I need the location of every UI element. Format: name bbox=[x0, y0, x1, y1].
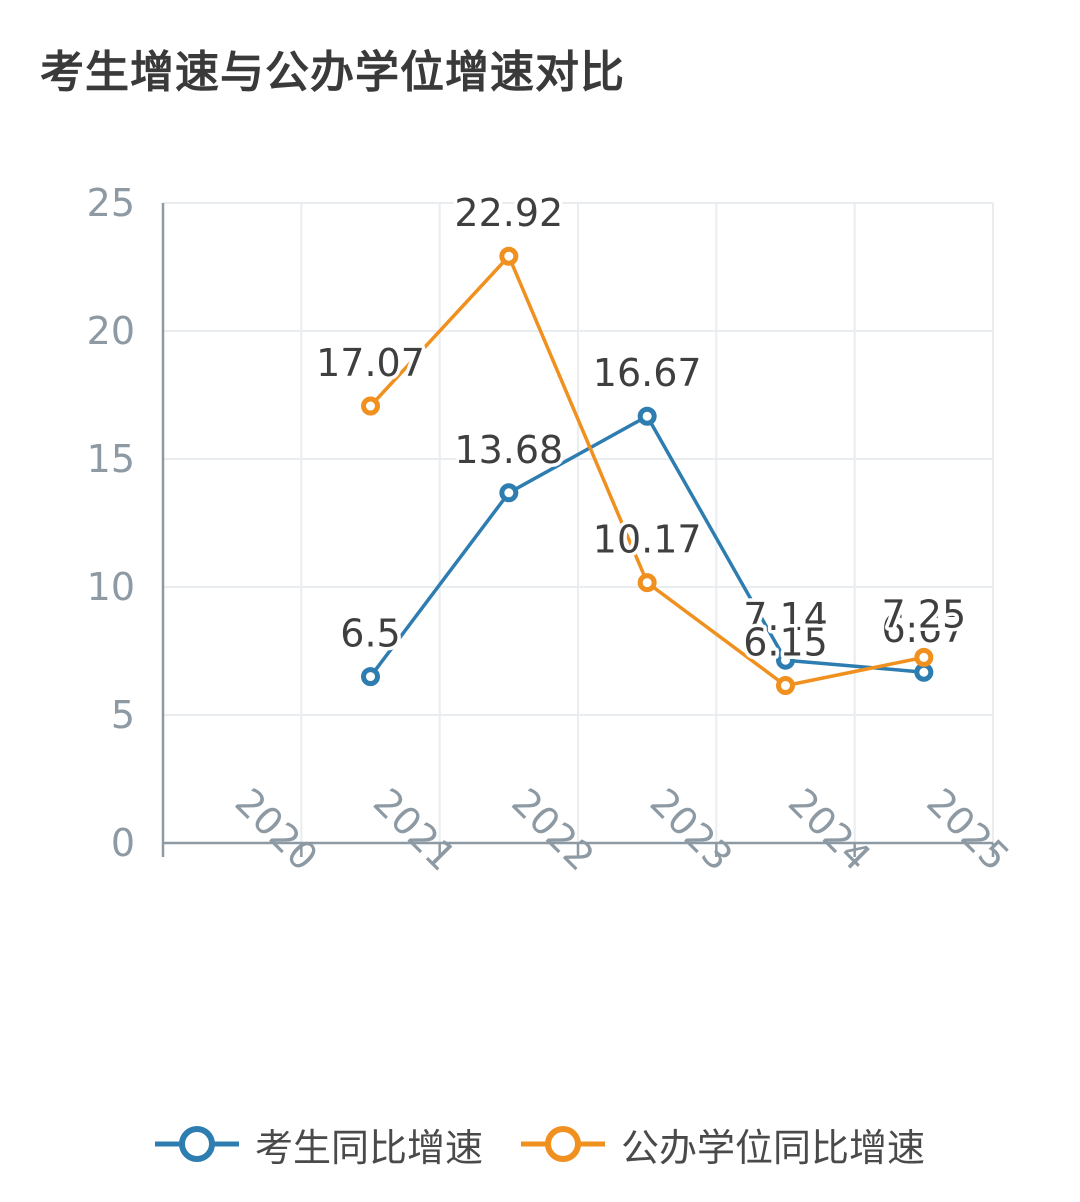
x-tick-label: 2023 bbox=[642, 780, 742, 880]
data-label: 13.68 bbox=[454, 428, 563, 472]
grid bbox=[163, 202, 994, 843]
legend-symbol-series-1 bbox=[521, 1126, 605, 1162]
data-label: 6.15 bbox=[743, 621, 828, 665]
data-point bbox=[914, 662, 934, 682]
y-tick-label: 5 bbox=[111, 693, 135, 737]
data-label: 16.67 bbox=[593, 351, 702, 395]
y-tick-label: 10 bbox=[87, 565, 135, 609]
legend: 考生同比增速 公办学位同比增速 bbox=[0, 1112, 1080, 1176]
data-point bbox=[637, 406, 657, 426]
y-tick-label: 15 bbox=[87, 437, 135, 481]
data-point bbox=[776, 676, 795, 696]
x-tick-label: 2024 bbox=[780, 780, 880, 880]
legend-marker bbox=[545, 1126, 581, 1162]
legend-label: 考生同比增速 bbox=[254, 1125, 483, 1170]
data-label: 6.5 bbox=[340, 612, 400, 656]
data-point bbox=[361, 667, 380, 687]
data-labels: 6.5 13.68 16.67 7.14 6.67 17.07 22.92 10.17 6.15… bbox=[313, 188, 970, 668]
y-tick-label: 20 bbox=[87, 309, 135, 353]
data-label: 22.92 bbox=[454, 191, 563, 235]
data-point bbox=[361, 396, 380, 416]
y-tick-label: 0 bbox=[111, 821, 135, 865]
data-label: 6.67 bbox=[882, 607, 967, 651]
x-tick-label: 2025 bbox=[918, 780, 1018, 880]
series bbox=[361, 246, 934, 696]
x-tick-label: 2020 bbox=[227, 780, 327, 880]
x-tick-label: 2022 bbox=[503, 780, 603, 880]
y-tick-label: 25 bbox=[87, 181, 135, 225]
data-label: 7.14 bbox=[743, 595, 828, 639]
chart-title: 考生增速与公办学位增速对比 bbox=[40, 47, 625, 98]
legend-marker bbox=[178, 1126, 215, 1162]
data-point bbox=[499, 246, 519, 266]
data-label: 10.17 bbox=[593, 518, 702, 562]
data-point bbox=[637, 573, 657, 593]
data-point bbox=[499, 483, 519, 503]
data-label: 7.25 bbox=[882, 592, 967, 636]
data-point bbox=[914, 647, 934, 667]
legend-item-series-1[interactable]: 公办学位同比增速 bbox=[521, 1117, 925, 1172]
data-point bbox=[776, 650, 795, 670]
data-label: 17.07 bbox=[316, 341, 425, 385]
legend-label: 公办学位同比增速 bbox=[621, 1125, 926, 1170]
legend-item-series-0[interactable]: 考生同比增速 bbox=[154, 1117, 483, 1172]
legend-symbol-series-0 bbox=[154, 1126, 239, 1162]
x-tick-label: 2021 bbox=[365, 780, 465, 880]
